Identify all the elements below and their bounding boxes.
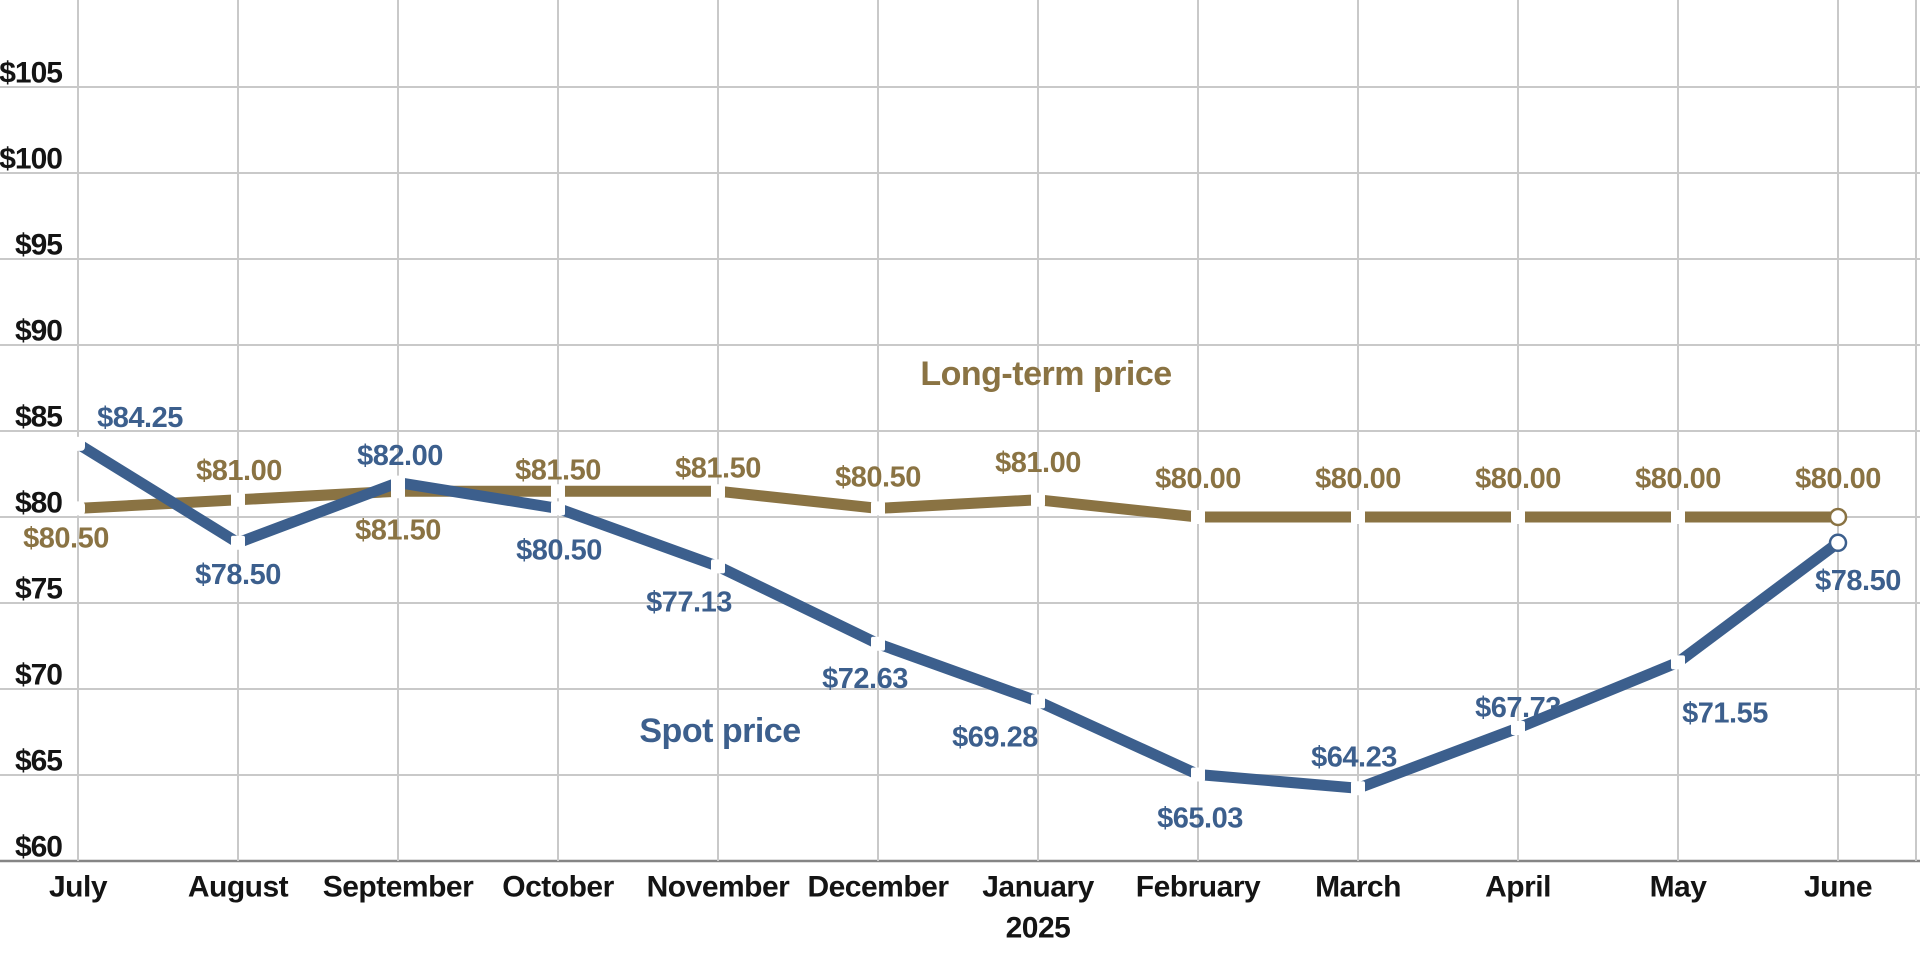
data-point-marker [1671,655,1685,670]
y-axis-tick-label: $60 [15,831,62,864]
data-point-marker [1351,510,1365,524]
data-label: $78.50 [195,559,281,591]
data-label: $81.50 [355,514,441,546]
data-label: $77.13 [646,587,732,619]
data-label: $78.50 [1815,565,1901,597]
data-point-marker [551,484,565,499]
data-point-marker [1511,510,1525,524]
data-point-marker [1191,510,1205,524]
y-axis-tick-label: $70 [15,659,62,692]
data-point-marker [1351,781,1365,796]
x-axis-month-label: October [502,871,614,904]
x-axis-month-label: November [647,871,791,904]
y-axis-tick-label: $100 [0,143,62,176]
x-axis-month-label: May [1650,871,1708,904]
data-label: $80.00 [1315,463,1401,495]
data-point-marker [1671,510,1685,524]
x-axis-month-label: January [982,871,1094,904]
data-point-marker [71,436,85,451]
data-label: $65.03 [1157,803,1243,835]
data-point-marker [871,636,885,651]
data-label: $80.00 [1475,463,1561,495]
x-axis-month-label: February [1136,871,1261,904]
y-axis-tick-label: $105 [0,57,62,90]
x-axis-month-label: August [188,871,289,904]
y-axis-tick-label: $95 [15,229,62,262]
data-point-marker [1191,767,1205,782]
y-axis-tick-label: $65 [15,745,62,778]
x-axis-month-label: June [1804,871,1872,904]
data-point-marker [1031,492,1045,507]
data-point-marker [551,501,565,516]
y-axis-tick-label: $80 [15,487,62,520]
y-axis-tick-label: $75 [15,573,62,606]
data-label: $80.00 [1155,463,1241,495]
data-label: $64.23 [1311,741,1397,773]
data-point-marker [1031,694,1045,709]
data-point-marker [711,559,725,574]
x-axis-month-label: December [807,871,949,904]
x-axis-month-label: April [1485,871,1551,904]
data-point-marker [1511,721,1525,736]
data-label: $80.50 [835,462,921,494]
data-label: $80.50 [516,535,602,567]
series-label-long-term-price: Long-term price [920,355,1171,393]
x-axis-month-label: March [1315,871,1401,904]
x-axis-month-label: July [49,871,108,904]
data-point-marker [1828,533,1848,553]
data-point-marker [391,475,405,490]
data-label: $81.50 [675,452,761,484]
x-axis-year-label: 2025 [1006,912,1071,945]
y-axis-tick-label: $90 [15,315,62,348]
data-label: $84.25 [97,402,183,434]
data-label: $69.28 [952,722,1038,754]
data-point-marker [71,501,85,516]
data-label: $71.55 [1682,697,1768,729]
data-point-marker [1828,507,1848,527]
x-axis-month-label: September [323,871,474,904]
series-label-spot-price: Spot price [639,712,800,750]
data-label: $80.00 [1635,463,1721,495]
data-point-marker [711,484,725,499]
data-point-marker [871,501,885,516]
data-label: $81.00 [196,455,282,487]
data-label: $82.00 [357,440,443,472]
data-point-marker [231,492,245,507]
data-label: $80.50 [23,523,109,555]
data-point-marker [231,535,245,550]
data-label: $80.00 [1795,463,1881,495]
data-label: $81.00 [995,447,1081,479]
spot-price-line [72,438,1844,794]
data-label: $72.63 [822,663,908,695]
data-label: $67.73 [1475,692,1561,724]
data-label: $81.50 [515,454,601,486]
y-axis-tick-label: $85 [15,401,62,434]
